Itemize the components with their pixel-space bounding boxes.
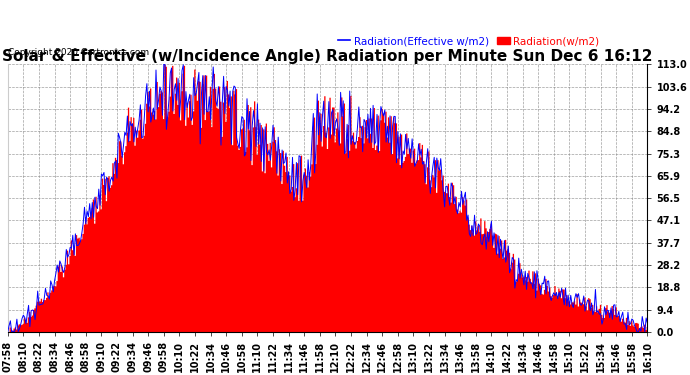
Title: Solar & Effective (w/Incidence Angle) Radiation per Minute Sun Dec 6 16:12: Solar & Effective (w/Incidence Angle) Ra… [2,49,653,64]
Text: Copyright 2020 Cartronics.com: Copyright 2020 Cartronics.com [8,48,150,57]
Legend: Radiation(Effective w/m2), Radiation(w/m2): Radiation(Effective w/m2), Radiation(w/m… [334,32,603,50]
